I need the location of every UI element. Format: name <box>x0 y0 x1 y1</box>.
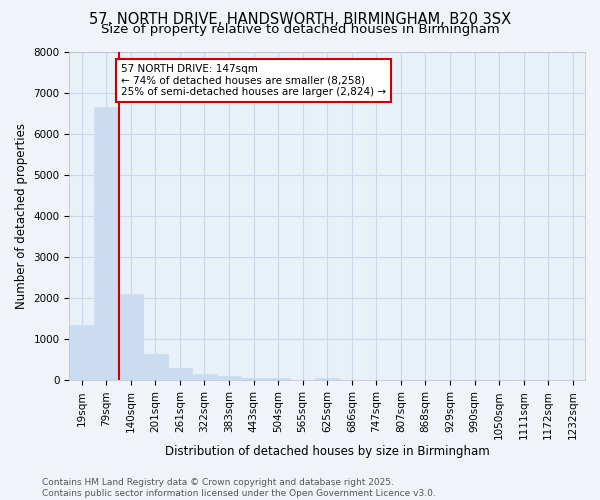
Bar <box>70 325 94 380</box>
Bar <box>143 354 167 380</box>
Bar <box>192 374 217 380</box>
X-axis label: Distribution of detached houses by size in Birmingham: Distribution of detached houses by size … <box>165 444 490 458</box>
Bar <box>241 378 266 380</box>
Text: Contains HM Land Registry data © Crown copyright and database right 2025.
Contai: Contains HM Land Registry data © Crown c… <box>42 478 436 498</box>
Bar <box>217 376 241 380</box>
Text: Size of property relative to detached houses in Birmingham: Size of property relative to detached ho… <box>101 22 499 36</box>
Y-axis label: Number of detached properties: Number of detached properties <box>15 123 28 309</box>
Text: 57, NORTH DRIVE, HANDSWORTH, BIRMINGHAM, B20 3SX: 57, NORTH DRIVE, HANDSWORTH, BIRMINGHAM,… <box>89 12 511 28</box>
Bar <box>266 378 290 380</box>
Bar <box>315 378 340 380</box>
Bar <box>94 107 119 380</box>
Bar <box>119 294 143 380</box>
Bar <box>167 368 192 380</box>
Text: 57 NORTH DRIVE: 147sqm
← 74% of detached houses are smaller (8,258)
25% of semi-: 57 NORTH DRIVE: 147sqm ← 74% of detached… <box>121 64 386 97</box>
